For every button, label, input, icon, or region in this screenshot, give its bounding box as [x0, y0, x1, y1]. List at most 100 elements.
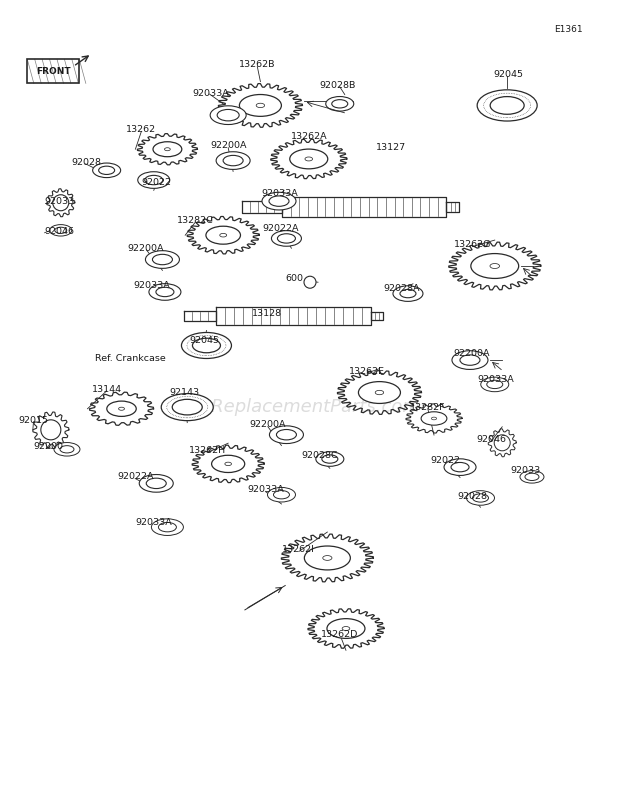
Text: 600: 600	[286, 274, 304, 284]
Ellipse shape	[342, 627, 350, 630]
Text: 92028: 92028	[458, 491, 487, 501]
Polygon shape	[216, 307, 371, 325]
Text: 92028C: 92028C	[301, 451, 338, 461]
Ellipse shape	[460, 355, 480, 365]
Ellipse shape	[316, 452, 344, 466]
Ellipse shape	[151, 519, 184, 535]
Ellipse shape	[262, 192, 296, 210]
Ellipse shape	[269, 196, 289, 206]
Text: 92046: 92046	[476, 435, 506, 444]
Text: Ref. Crankcase: Ref. Crankcase	[95, 354, 166, 363]
Polygon shape	[446, 202, 459, 212]
Ellipse shape	[487, 380, 503, 388]
Ellipse shape	[270, 426, 303, 444]
Ellipse shape	[472, 494, 489, 502]
Ellipse shape	[432, 417, 436, 420]
Ellipse shape	[210, 105, 246, 125]
Text: 92028: 92028	[72, 157, 102, 167]
Ellipse shape	[216, 152, 250, 169]
Text: 92200: 92200	[33, 441, 63, 451]
Ellipse shape	[323, 556, 332, 560]
Ellipse shape	[490, 264, 500, 268]
Text: 13262E: 13262E	[349, 367, 385, 376]
Text: 92028B: 92028B	[320, 80, 356, 90]
Text: 92033: 92033	[511, 466, 541, 475]
Ellipse shape	[140, 474, 173, 492]
Ellipse shape	[322, 455, 338, 463]
Ellipse shape	[146, 251, 179, 268]
Ellipse shape	[153, 255, 172, 264]
Text: 92022: 92022	[430, 456, 460, 466]
Ellipse shape	[149, 284, 181, 300]
Circle shape	[494, 435, 510, 451]
Ellipse shape	[520, 470, 544, 483]
Polygon shape	[184, 311, 216, 321]
Text: eReplacementParts.com: eReplacementParts.com	[200, 398, 420, 416]
Text: 92033A: 92033A	[477, 375, 515, 384]
Ellipse shape	[54, 443, 80, 456]
Text: 92045: 92045	[494, 70, 523, 79]
Ellipse shape	[444, 459, 476, 475]
Text: 13127: 13127	[376, 143, 405, 152]
Ellipse shape	[239, 95, 281, 116]
Ellipse shape	[358, 382, 401, 403]
Circle shape	[53, 195, 69, 211]
Ellipse shape	[225, 462, 231, 466]
Ellipse shape	[375, 390, 384, 395]
Text: 92143: 92143	[170, 388, 200, 397]
Text: FRONT: FRONT	[36, 67, 71, 76]
Ellipse shape	[182, 333, 231, 358]
Ellipse shape	[223, 156, 243, 165]
Text: 13262: 13262	[126, 125, 156, 135]
Polygon shape	[242, 201, 282, 212]
Ellipse shape	[277, 430, 296, 440]
Text: 13262I: 13262I	[282, 545, 316, 555]
Ellipse shape	[206, 226, 241, 244]
Ellipse shape	[451, 462, 469, 472]
Ellipse shape	[172, 399, 202, 415]
Text: 13262B: 13262B	[239, 60, 275, 70]
Ellipse shape	[153, 142, 182, 157]
Text: 92200A: 92200A	[210, 141, 246, 151]
Text: 92028A: 92028A	[384, 284, 420, 294]
Text: 13262A: 13262A	[290, 131, 327, 141]
Ellipse shape	[92, 163, 121, 178]
Ellipse shape	[393, 285, 423, 302]
Ellipse shape	[144, 175, 163, 185]
Text: 13262D: 13262D	[321, 629, 358, 639]
Ellipse shape	[211, 455, 245, 473]
Ellipse shape	[217, 109, 239, 121]
Ellipse shape	[267, 487, 296, 502]
Ellipse shape	[332, 100, 348, 108]
Ellipse shape	[50, 225, 72, 236]
Text: 92033: 92033	[45, 196, 75, 206]
Ellipse shape	[326, 97, 354, 111]
Text: 92015: 92015	[19, 415, 48, 425]
Ellipse shape	[304, 546, 350, 570]
Ellipse shape	[60, 446, 74, 453]
Ellipse shape	[161, 393, 213, 421]
Ellipse shape	[305, 157, 312, 161]
Ellipse shape	[192, 338, 221, 353]
Ellipse shape	[156, 287, 174, 297]
Ellipse shape	[99, 166, 115, 174]
Text: 13262G: 13262G	[454, 240, 491, 250]
Ellipse shape	[525, 474, 539, 480]
Ellipse shape	[480, 377, 509, 392]
Circle shape	[304, 277, 316, 288]
Ellipse shape	[55, 227, 67, 234]
Ellipse shape	[477, 90, 537, 121]
Polygon shape	[282, 197, 446, 217]
Ellipse shape	[471, 254, 519, 278]
Polygon shape	[371, 312, 383, 320]
Text: 92033A: 92033A	[262, 188, 299, 198]
Text: 13128: 13128	[252, 308, 281, 318]
Ellipse shape	[272, 230, 301, 247]
Text: 92033A: 92033A	[247, 485, 284, 495]
Text: 92200A: 92200A	[453, 349, 489, 358]
Ellipse shape	[290, 149, 328, 169]
Ellipse shape	[327, 619, 365, 638]
Text: 92200A: 92200A	[128, 243, 164, 253]
Text: 13282F: 13282F	[410, 402, 446, 412]
Text: 92045: 92045	[190, 336, 219, 345]
